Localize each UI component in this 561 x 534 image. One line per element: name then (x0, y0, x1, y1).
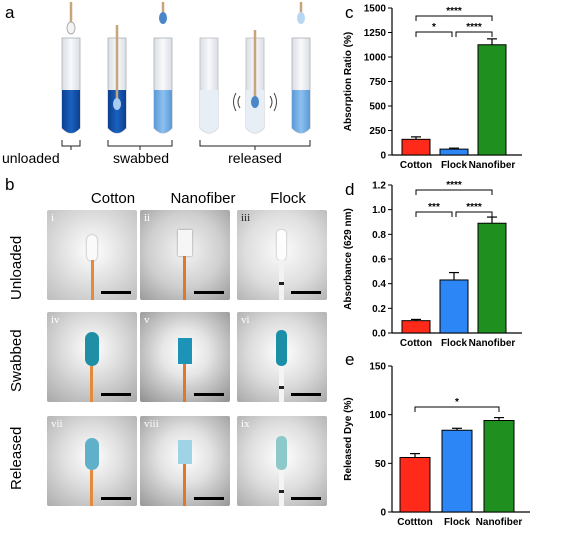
significance-label: **** (466, 22, 482, 33)
significance-bracket (415, 211, 453, 217)
x-tick-label: Flock (444, 517, 471, 528)
x-tick-label: Cotton (400, 338, 432, 349)
y-tick-label: 0 (380, 508, 386, 519)
tube-released-1 (199, 37, 219, 134)
significance-bracket (415, 15, 493, 21)
photo-cotton-released: vii (47, 416, 137, 506)
panel-label-c: c (345, 3, 354, 22)
bar-cottton (399, 456, 431, 513)
significance-label: * (432, 22, 436, 33)
y-tick-label: 50 (375, 459, 387, 470)
y-tick-label: 500 (369, 102, 386, 113)
bar-nanofiber (477, 44, 507, 156)
label-released: released (228, 150, 282, 166)
y-tick-label: 250 (369, 126, 386, 137)
chart-c: 0 250 500 750 1000 1250 1500 Absorption Ratio (… (343, 4, 522, 171)
y-axis-label: Absorption Ratio (%) (343, 32, 354, 131)
column-title-nanofiber: Nanofiber (170, 190, 236, 207)
y-tick-label: 1.0 (372, 205, 386, 216)
y-tick-label: 1500 (364, 4, 387, 15)
tube-released-2 (233, 30, 277, 134)
y-tick-label: 750 (369, 77, 386, 88)
y-tick-label: 1000 (364, 53, 387, 64)
label-swabbed: swabbed (112, 150, 170, 166)
y-tick-label: 0.4 (372, 279, 386, 290)
x-tick-label: Flock (441, 160, 468, 171)
photo-flock-swabbed: vi (237, 312, 327, 402)
row-title-swabbed: Swabbed (8, 329, 25, 392)
column-title-cotton: Cotton (90, 190, 136, 207)
photo-cotton-swabbed: iv (47, 312, 137, 402)
panel-label-e: e (345, 350, 355, 369)
y-tick-label: 0.8 (372, 230, 386, 241)
significance-bracket (455, 211, 493, 217)
x-tick-label: Nanofiber (469, 338, 516, 349)
photo-nanofiber-swabbed: v (140, 312, 230, 402)
bar-flock (441, 429, 473, 513)
bar-cotton (401, 138, 431, 156)
y-tick-label: 0.2 (372, 304, 386, 315)
x-tick-label: Flock (441, 338, 468, 349)
panel-label-b: b (5, 175, 15, 194)
photo-flock-released: ix (237, 416, 327, 506)
photo-nanofiber-unloaded: ii (140, 210, 230, 300)
y-axis-label: Released Dye (%) (343, 397, 354, 480)
y-tick-label: 0.6 (372, 255, 386, 266)
row-title-released: Released (8, 426, 25, 490)
bar-nanofiber (477, 222, 507, 334)
column-title-flock: Flock (270, 190, 306, 207)
bar-nanofiber (483, 420, 515, 513)
photo-flock-unloaded: iii (237, 210, 327, 300)
y-axis-label: Absorbance (629 nm) (343, 208, 354, 310)
panel-a-schematic (61, 2, 311, 150)
y-tick-label: 1250 (364, 28, 387, 39)
x-tick-label: Cottton (397, 517, 433, 528)
panel-label-a: a (5, 3, 15, 22)
bar-flock (439, 279, 469, 334)
y-tick-label: 1.2 (372, 181, 386, 192)
significance-label: **** (446, 6, 462, 17)
x-tick-label: Nanofiber (469, 160, 516, 171)
photo-nanofiber-released: viii (140, 416, 230, 506)
bar-cotton (401, 320, 431, 334)
significance-bracket (415, 31, 453, 37)
chart-d: 0.0 0.2 0.4 0.6 0.8 1.0 1.2 Absorbance (629 nm)… (343, 180, 522, 349)
significance-label: *** (428, 202, 440, 213)
tube-released-3 (291, 2, 311, 134)
y-tick-label: 0.0 (372, 329, 386, 340)
tube-swabbed-1 (107, 25, 127, 134)
photo-cotton-unloaded: i (47, 210, 137, 300)
tube-swabbed-2 (153, 2, 173, 134)
significance-label: * (455, 397, 459, 408)
significance-label: **** (466, 202, 482, 213)
panel-label-d: d (345, 180, 355, 199)
significance-label: **** (446, 180, 462, 191)
y-tick-label: 0 (380, 151, 386, 162)
y-tick-label: 150 (369, 362, 386, 373)
significance-bracket (414, 406, 500, 412)
chart-e: 0 50 100 150 Released Dye (%) Cottton Flock Nan… (343, 362, 530, 528)
tube-unloaded (61, 2, 81, 134)
x-tick-label: Nanofiber (476, 517, 523, 528)
y-tick-label: 100 (369, 410, 386, 421)
x-tick-label: Cotton (400, 160, 432, 171)
significance-bracket (415, 189, 493, 195)
row-title-unloaded: Unloaded (8, 235, 25, 300)
bar-flock (439, 148, 469, 156)
label-unloaded: unloaded (2, 150, 60, 166)
significance-bracket (455, 31, 493, 37)
